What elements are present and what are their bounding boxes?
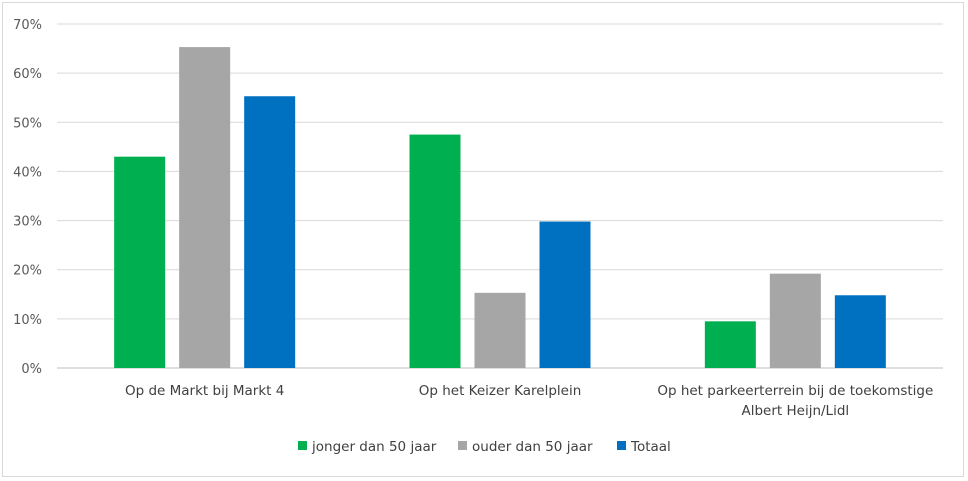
legend-swatch	[458, 441, 467, 450]
y-tick-label: 70%	[13, 18, 42, 33]
bar	[769, 273, 821, 368]
bar	[114, 156, 166, 368]
bar	[704, 321, 756, 368]
y-tick-label: 50%	[13, 116, 42, 131]
y-tick-label: 30%	[13, 215, 42, 230]
x-category-label: Op de Markt bij Markt 4	[125, 383, 284, 399]
y-tick-label: 0%	[21, 362, 42, 377]
legend-label: ouder dan 50 jaar	[472, 439, 593, 455]
bar	[539, 221, 591, 368]
bar	[409, 134, 461, 368]
bar	[179, 47, 231, 369]
y-tick-label: 20%	[13, 264, 42, 279]
y-axis-ticks: 0% 10% 20% 30% 40% 50% 60% 70%	[13, 18, 42, 377]
y-tick-label: 40%	[13, 165, 42, 180]
bar	[474, 292, 526, 368]
bar	[244, 96, 296, 369]
x-axis-labels: Op de Markt bij Markt 4 Op het Keizer Kar…	[125, 383, 933, 419]
legend-swatch	[617, 441, 626, 450]
legend-label: Totaal	[630, 439, 671, 455]
bars	[114, 47, 886, 369]
y-tick-label: 10%	[13, 313, 42, 328]
y-tick-label: 60%	[13, 67, 42, 82]
bar	[834, 295, 886, 368]
x-category-label: Op het parkeerterrein bij de toekomstige…	[657, 383, 933, 419]
legend: jonger dan 50 jaar ouder dan 50 jaar Totaa…	[298, 439, 671, 455]
legend-swatch	[298, 441, 307, 450]
legend-label: jonger dan 50 jaar	[311, 439, 437, 455]
x-category-label: Op het Keizer Karelplein	[419, 383, 582, 399]
